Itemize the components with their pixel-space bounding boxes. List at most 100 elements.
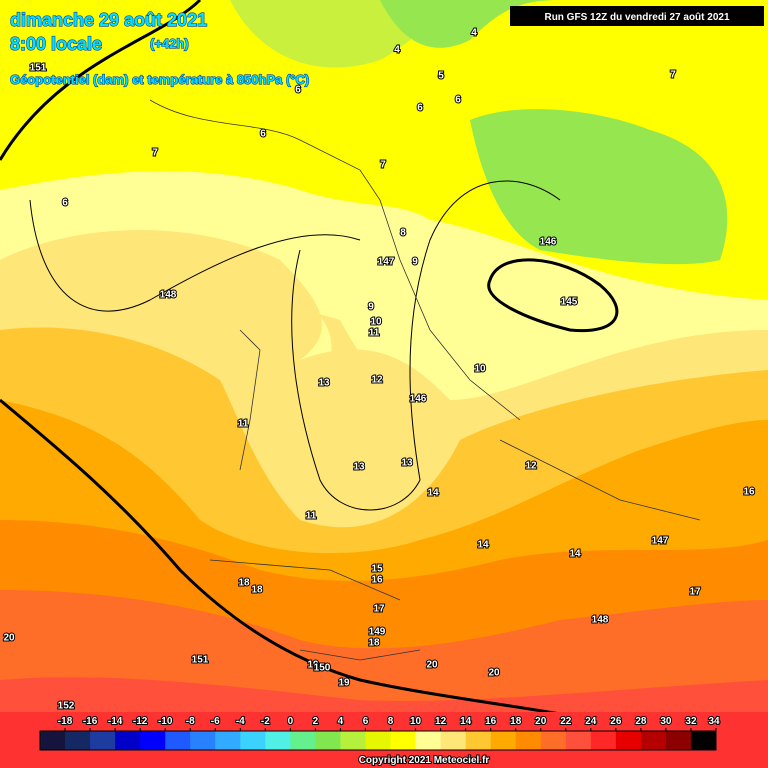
map-label: 146 xyxy=(540,237,557,248)
colorbar-tick-label: -16 xyxy=(83,716,98,727)
map-label: 19 xyxy=(338,678,350,689)
colorbar-swatch xyxy=(90,731,116,750)
map-label: 151 xyxy=(192,655,209,666)
map-label: 9 xyxy=(412,257,418,268)
colorbar-swatch xyxy=(190,731,216,750)
colorbar-swatch xyxy=(215,731,241,750)
colorbar-tick-label: -2 xyxy=(261,716,270,727)
colorbar-swatch xyxy=(115,731,141,750)
colorbar-tick-label: -6 xyxy=(211,716,220,727)
map-label: 6 xyxy=(260,129,266,140)
map-label: 8 xyxy=(400,228,406,239)
colorbar-tick-label: 14 xyxy=(460,716,472,727)
map-label: 16 xyxy=(371,575,383,586)
colorbar-tick-label: 10 xyxy=(410,716,422,727)
colorbar-tick-label: 28 xyxy=(635,716,647,727)
colorbar-swatch xyxy=(565,731,592,750)
colorbar-tick-label: -4 xyxy=(236,716,245,727)
map-label: 13 xyxy=(318,378,330,389)
map-label: 10 xyxy=(474,364,486,375)
colorbar-tick-label: 2 xyxy=(313,716,319,727)
colorbar-swatch xyxy=(590,731,617,750)
colorbar-tick-label: -10 xyxy=(158,716,173,727)
colorbar-swatch xyxy=(490,731,517,750)
map-label: 151 xyxy=(30,63,47,74)
copyright: Copyright 2021 Meteociel.fr xyxy=(359,755,490,766)
map-label: 5 xyxy=(438,71,444,82)
colorbar-tick-label: 26 xyxy=(610,716,622,727)
map-label: 18 xyxy=(238,578,250,589)
geopotential-contour xyxy=(0,398,641,732)
colorbar-tick-label: 16 xyxy=(485,716,497,727)
run-box xyxy=(510,6,764,26)
map-label: 14 xyxy=(427,488,439,499)
map-label: 20 xyxy=(488,668,500,679)
map-label: 17 xyxy=(373,604,385,615)
field-name: Géopotentiel (dam) et température à 850h… xyxy=(10,72,309,87)
map-label: 16 xyxy=(743,487,755,498)
map-label: 14 xyxy=(569,549,581,560)
warm-region xyxy=(270,298,412,508)
map-label: 15 xyxy=(371,564,383,575)
colorbar-swatch xyxy=(65,731,91,750)
map-label: 13 xyxy=(401,458,413,469)
map-label: 7 xyxy=(152,148,158,159)
colorbar-tick-label: 22 xyxy=(560,716,572,727)
map-label: 145 xyxy=(561,297,578,308)
colorbar-tick-label: 6 xyxy=(363,716,369,727)
map-label: 147 xyxy=(378,257,395,268)
cool-region xyxy=(380,0,560,48)
colorbar-tick-label: 30 xyxy=(660,716,672,727)
map-label: 147 xyxy=(652,536,669,547)
map-label: 20 xyxy=(3,633,15,644)
colorbar-swatch xyxy=(315,731,341,750)
map-label: 7 xyxy=(670,70,676,81)
geopotential-contour xyxy=(0,0,202,161)
time: 8:00 locale xyxy=(10,34,102,54)
colorbar-swatch xyxy=(390,731,417,750)
map-label: 149 xyxy=(369,627,386,638)
map-label: 18 xyxy=(251,585,263,596)
coastline xyxy=(149,99,701,661)
map-label: 10 xyxy=(370,317,382,328)
map-label: 13 xyxy=(353,462,365,473)
colorbar-swatch xyxy=(515,731,542,750)
colorbar-swatch xyxy=(290,731,316,750)
colorbar-swatch xyxy=(165,731,191,750)
colorbar-swatch xyxy=(615,731,642,750)
map-label: 11 xyxy=(369,328,380,339)
colorbar-tick-label: 18 xyxy=(510,716,522,727)
colorbar: -18 -16 -14 -12 -10 -8 -6 -4 -2 0 2 4 6 8 10 12 14 16 18 20… xyxy=(39,715,721,751)
map-label: 4 xyxy=(471,28,477,39)
colorbar-swatch xyxy=(540,731,567,750)
map-label: 148 xyxy=(592,615,609,626)
colorbar-swatch xyxy=(265,731,291,750)
map-label: 6 xyxy=(62,198,68,209)
colorbar-swatch xyxy=(640,731,667,750)
geopotential-contour xyxy=(487,258,619,333)
colorbar-tick-label: 34 xyxy=(708,716,720,727)
colorbar-tick-label: 32 xyxy=(685,716,697,727)
map-label: 4 xyxy=(394,45,400,56)
colorbar-tick-label: 20 xyxy=(535,716,547,727)
colorbar-swatch xyxy=(40,731,66,750)
colorbar-tick-label: 0 xyxy=(288,716,294,727)
colorbar-tick-label: -18 xyxy=(58,716,73,727)
colorbar-swatch xyxy=(340,731,366,750)
colorbar-frame xyxy=(39,730,717,751)
map-label: 20 xyxy=(426,660,438,671)
colorbar-swatch xyxy=(665,731,692,750)
colorbar-tick-label: 24 xyxy=(585,716,597,727)
colorbar-swatch xyxy=(465,731,492,750)
colorbar-swatch xyxy=(690,731,717,750)
map-label: 9 xyxy=(368,302,374,313)
colorbar-swatch xyxy=(140,731,166,750)
map-label: 152 xyxy=(58,701,75,712)
colorbar-tick-label: -14 xyxy=(108,716,123,727)
date: dimanche 29 août 2021 xyxy=(10,10,207,30)
colorbar-tick-label: -8 xyxy=(186,716,195,727)
map-label: 6 xyxy=(455,95,461,106)
